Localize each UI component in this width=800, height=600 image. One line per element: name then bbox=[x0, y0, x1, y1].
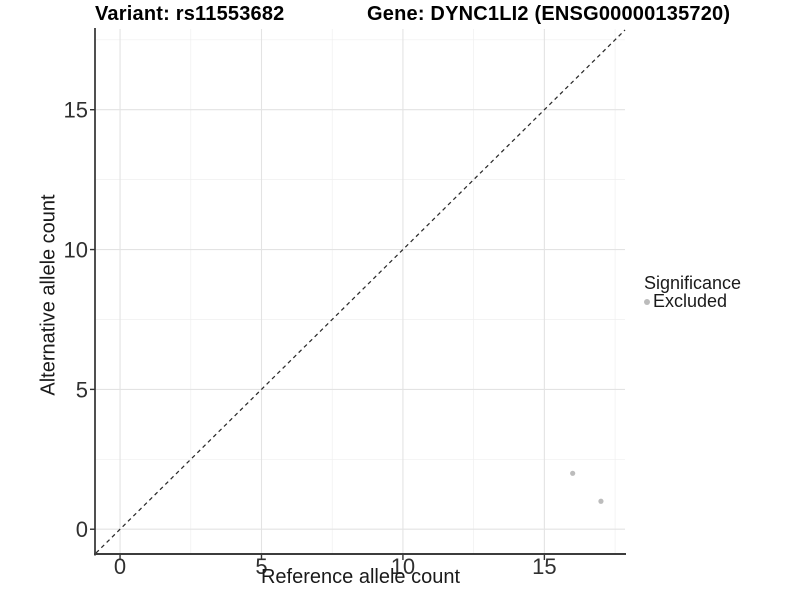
data-point bbox=[598, 498, 604, 504]
plot-title-gene: Gene: DYNC1LI2 (ENSG00000135720) bbox=[367, 3, 731, 25]
legend-entry-excluded: Excluded bbox=[640, 291, 741, 311]
data-point bbox=[570, 470, 576, 476]
y-axis-title: Alternative allele count bbox=[37, 194, 60, 396]
y-tick-label: 15 bbox=[64, 98, 88, 123]
x-axis-title: Reference allele count bbox=[260, 566, 460, 588]
legend-entry-label: Excluded bbox=[653, 291, 728, 311]
y-tick-label: 0 bbox=[76, 517, 88, 542]
x-tick-label: 15 bbox=[532, 554, 556, 579]
x-tick-label: 10 bbox=[391, 554, 415, 579]
x-tick-label: 5 bbox=[255, 554, 267, 579]
legend: Significance Excluded bbox=[640, 273, 742, 311]
x-tick-label: 0 bbox=[114, 554, 126, 579]
plot-title-variant: Variant: rs11553682 bbox=[95, 3, 285, 25]
y-tick-label: 5 bbox=[76, 377, 88, 402]
legend-title: Significance bbox=[644, 273, 742, 293]
y-tick-label: 10 bbox=[64, 238, 88, 263]
identity-dashed-line bbox=[95, 29, 626, 554]
legend-key-dot-icon bbox=[644, 298, 650, 305]
